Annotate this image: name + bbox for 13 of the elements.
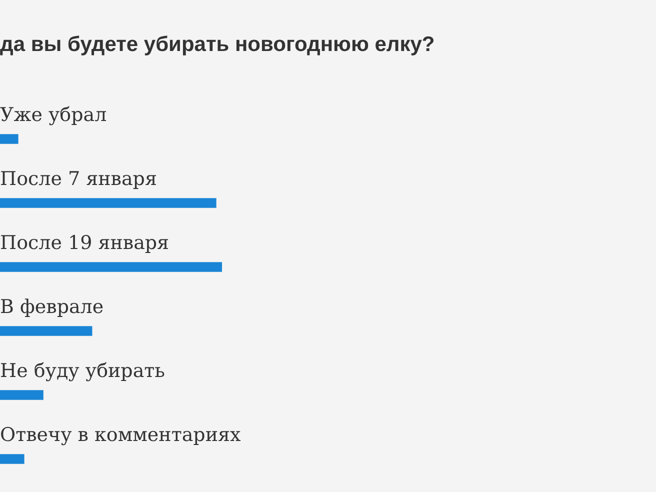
chart-title: да вы будете убирать новогоднюю елку? xyxy=(0,33,435,57)
bar xyxy=(0,262,222,272)
y-tick-label: В феврале xyxy=(0,296,104,318)
y-tick-label: Уже убрал xyxy=(0,104,107,126)
bar xyxy=(0,454,24,464)
bar xyxy=(0,198,216,208)
y-tick-label: Отвечу в комментариях xyxy=(0,424,241,446)
y-tick-label: После 19 января xyxy=(0,232,170,254)
bar xyxy=(0,390,44,400)
y-tick-label: Не буду убирать xyxy=(0,360,166,382)
bar xyxy=(0,326,92,336)
bar xyxy=(0,134,18,144)
y-tick-label: После 7 января xyxy=(0,168,157,190)
